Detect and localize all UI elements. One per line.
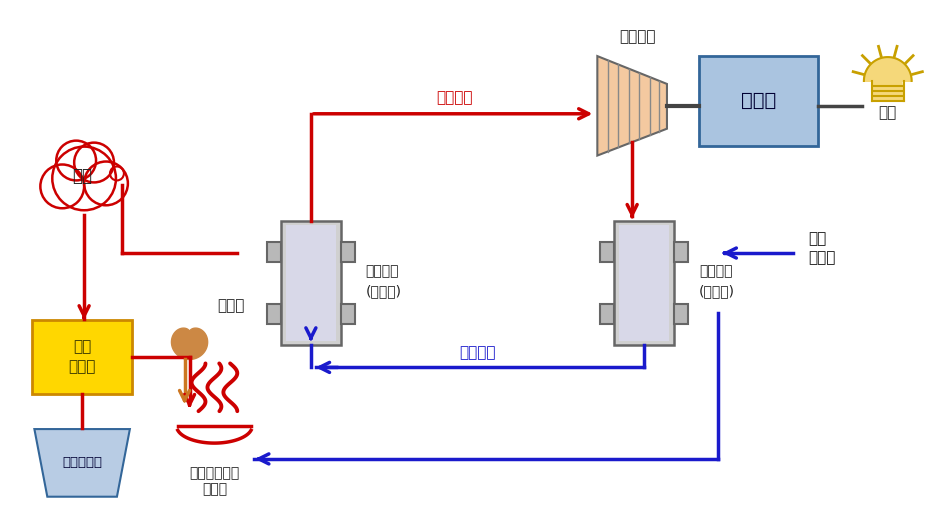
Bar bbox=[341, 242, 354, 262]
Circle shape bbox=[56, 141, 96, 181]
Text: 温泉貯留槽: 温泉貯留槽 bbox=[62, 456, 103, 470]
Bar bbox=[267, 304, 281, 324]
Bar bbox=[600, 242, 615, 262]
Circle shape bbox=[40, 165, 85, 208]
Bar bbox=[619, 224, 669, 341]
Text: 熱交換器: 熱交換器 bbox=[699, 264, 732, 278]
Circle shape bbox=[85, 162, 128, 205]
Circle shape bbox=[52, 147, 116, 210]
Text: 分離機: 分離機 bbox=[68, 360, 96, 375]
Text: 電気: 電気 bbox=[879, 105, 897, 120]
Bar bbox=[699, 56, 818, 146]
Polygon shape bbox=[171, 328, 208, 360]
Text: (凝縮器): (凝縮器) bbox=[699, 284, 734, 298]
Polygon shape bbox=[598, 56, 667, 155]
Text: 湧水: 湧水 bbox=[808, 232, 826, 247]
Bar bbox=[674, 242, 688, 262]
Text: 熱交換器: 熱交換器 bbox=[366, 264, 399, 278]
Bar bbox=[281, 221, 341, 345]
Text: 温泉水: 温泉水 bbox=[218, 298, 245, 313]
Polygon shape bbox=[34, 429, 130, 497]
Text: 発電機: 発電機 bbox=[741, 91, 776, 110]
Bar bbox=[600, 304, 615, 324]
Text: (蒸発器): (蒸発器) bbox=[366, 284, 402, 298]
Text: で活用: で活用 bbox=[201, 482, 227, 496]
Text: 冷媒蒸気: 冷媒蒸気 bbox=[436, 90, 472, 105]
Circle shape bbox=[74, 142, 114, 183]
Circle shape bbox=[110, 167, 124, 181]
Bar bbox=[286, 224, 335, 341]
Bar bbox=[674, 304, 688, 324]
Polygon shape bbox=[872, 81, 903, 101]
Bar bbox=[32, 320, 132, 394]
Polygon shape bbox=[864, 57, 912, 81]
Text: 温泉供給設備: 温泉供給設備 bbox=[189, 466, 239, 480]
Text: タービン: タービン bbox=[618, 29, 656, 44]
Bar bbox=[341, 304, 354, 324]
Text: 井戸水: 井戸水 bbox=[808, 250, 836, 266]
Text: 液体冷媒: 液体冷媒 bbox=[459, 345, 496, 360]
Bar bbox=[267, 242, 281, 262]
Bar bbox=[615, 221, 674, 345]
Text: 汽水: 汽水 bbox=[73, 340, 91, 354]
Text: 蒸気: 蒸気 bbox=[72, 167, 92, 185]
